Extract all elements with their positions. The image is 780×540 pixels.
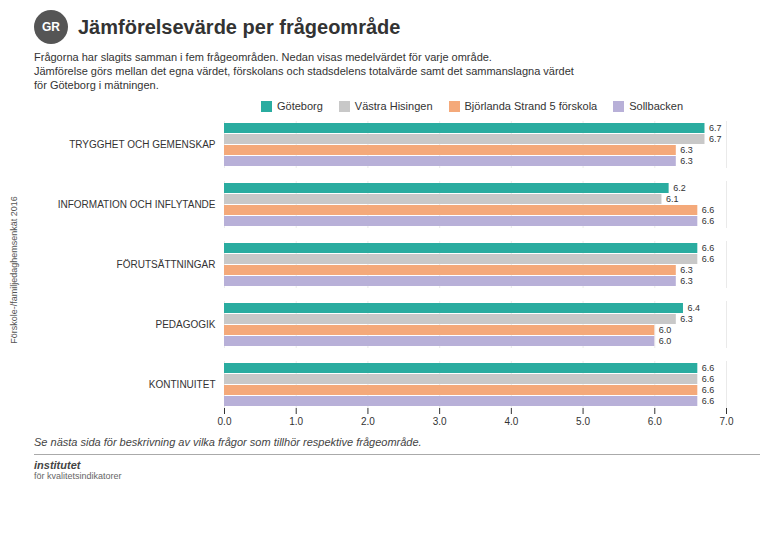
- svg-text:6.0: 6.0: [648, 416, 662, 427]
- svg-text:PEDAGOGIK: PEDAGOGIK: [155, 319, 215, 330]
- html-text:för kvalitetsindikatorer: för kvalitetsindikatorer: [34, 471, 122, 481]
- svg-text:6.6: 6.6: [702, 396, 715, 406]
- svg-text:6.7: 6.7: [709, 123, 722, 133]
- svg-text:6.3: 6.3: [680, 314, 693, 324]
- svg-text:6.3: 6.3: [680, 276, 693, 286]
- svg-text:6.3: 6.3: [680, 156, 693, 166]
- svg-text:2.0: 2.0: [361, 416, 375, 427]
- html-text:institutet: institutet: [34, 459, 81, 471]
- html-text:Jämförelsevärde per frågeområd: Jämförelsevärde per frågeområde: [78, 15, 401, 38]
- html-text:Frågorna har slagits samman i: Frågorna har slagits samman i fem frågeo…: [34, 51, 492, 63]
- svg-text:5.0: 5.0: [576, 416, 590, 427]
- html-text:Västra Hisingen: Västra Hisingen: [354, 100, 433, 112]
- svg-text:FÖRUTSÄTTNINGAR: FÖRUTSÄTTNINGAR: [117, 259, 216, 270]
- svg-text:6.4: 6.4: [687, 303, 700, 313]
- svg-text:3.0: 3.0: [433, 416, 447, 427]
- html-text:Sollbacken: Sollbacken: [629, 100, 683, 112]
- svg-text:INFORMATION OCH INFLYTANDE: INFORMATION OCH INFLYTANDE: [58, 199, 216, 210]
- svg-text:6.6: 6.6: [702, 363, 715, 373]
- svg-text:6.2: 6.2: [673, 183, 686, 193]
- svg-text:6.3: 6.3: [680, 145, 693, 155]
- svg-text:6.6: 6.6: [702, 374, 715, 384]
- html-text:Jämförelse görs mellan det egn: Jämförelse görs mellan det egna värdet, …: [34, 65, 574, 77]
- html-text:för Göteborg i mätningen.: för Göteborg i mätningen.: [34, 79, 159, 91]
- svg-text:6.6: 6.6: [702, 243, 715, 253]
- svg-text:6.6: 6.6: [702, 385, 715, 395]
- svg-text:6.6: 6.6: [702, 205, 715, 215]
- svg-text:7.0: 7.0: [720, 416, 734, 427]
- html-text:Se nästa sida för beskrivning: Se nästa sida för beskrivning av vilka f…: [34, 436, 422, 448]
- svg-text:6.0: 6.0: [659, 325, 672, 335]
- svg-text:6.7: 6.7: [709, 134, 722, 144]
- html-text:Förskole-/familjedaghemsenkät: Förskole-/familjedaghemsenkät 2016: [9, 196, 19, 344]
- svg-text:0.0: 0.0: [218, 416, 232, 427]
- svg-text:4.0: 4.0: [504, 416, 518, 427]
- svg-text:6.3: 6.3: [680, 265, 693, 275]
- svg-text:6.6: 6.6: [702, 216, 715, 226]
- svg-text:6.1: 6.1: [666, 194, 679, 204]
- svg-text:KONTINUITET: KONTINUITET: [149, 379, 216, 390]
- html-text:Göteborg: Göteborg: [277, 100, 323, 112]
- svg-text:TRYGGHET OCH GEMENSKAP: TRYGGHET OCH GEMENSKAP: [69, 139, 216, 150]
- html-text:GR: GR: [42, 20, 60, 34]
- svg-text:1.0: 1.0: [289, 416, 303, 427]
- svg-text:6.6: 6.6: [702, 254, 715, 264]
- html-text:Björlanda Strand 5 förskola: Björlanda Strand 5 förskola: [464, 100, 598, 112]
- svg-text:6.0: 6.0: [659, 336, 672, 346]
